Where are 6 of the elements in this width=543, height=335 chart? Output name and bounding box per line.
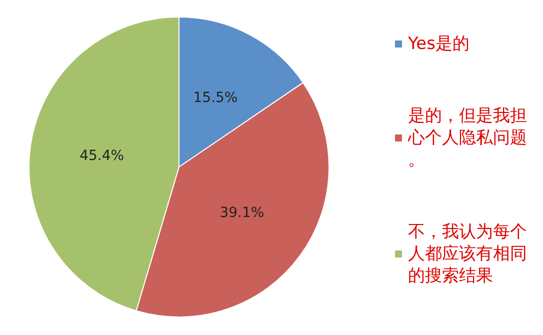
legend-label: Yes是的	[407, 34, 470, 54]
data-label: 15.5%	[193, 90, 238, 106]
data-label: 45.4%	[80, 148, 124, 164]
legend-label: 是的，但是我担心个人隐私问题。	[407, 106, 527, 170]
legend-label: 不，我认为每个人都应该有相同的搜索结果	[408, 222, 527, 286]
data-label: 39.1%	[220, 205, 264, 222]
